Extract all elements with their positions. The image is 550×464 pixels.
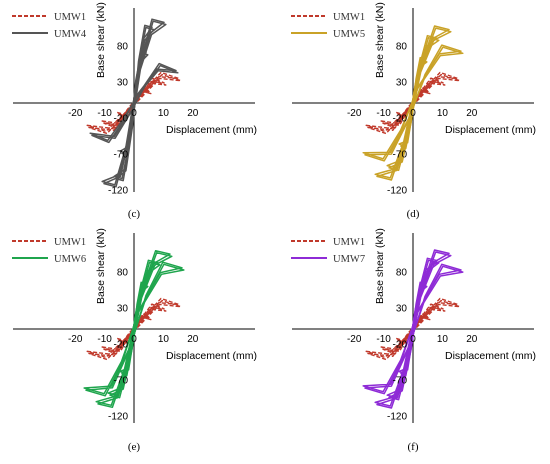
hysteresis-loop	[364, 263, 462, 395]
y-tick-label: -120	[108, 411, 128, 422]
x-tick-label: 0	[410, 108, 416, 119]
x-tick-label: -20	[347, 334, 362, 345]
y-axis-title: Base shear (kN)	[374, 228, 386, 304]
hysteresis-loop	[374, 251, 452, 407]
hysteresis-loop	[85, 261, 183, 397]
y-axis-title: Base shear (kN)	[95, 2, 107, 78]
hysteresis-loop	[365, 299, 461, 359]
y-tick-label: -70	[114, 149, 129, 160]
series-umw5	[362, 25, 464, 181]
y-axis-title: Base shear (kN)	[95, 228, 107, 304]
x-tick-label: 10	[158, 108, 170, 119]
legend-label: UMW6	[54, 254, 86, 265]
legend-label: UMW7	[333, 254, 365, 265]
panel-caption: (f)	[408, 441, 419, 453]
y-tick-label: 30	[396, 303, 408, 314]
x-tick-label: 20	[466, 108, 478, 119]
y-tick-label: 30	[396, 77, 408, 88]
hysteresis-loop	[374, 27, 452, 179]
hysteresis-loop	[362, 46, 464, 160]
x-tick-label: 10	[158, 334, 170, 345]
y-tick-label: -20	[114, 113, 129, 124]
legend-label: UMW5	[333, 29, 365, 40]
x-axis-title: Displacement (mm)	[445, 350, 536, 362]
x-tick-label: 20	[187, 334, 199, 345]
y-tick-label: -20	[114, 339, 129, 350]
series-umw1	[365, 297, 461, 361]
y-tick-label: -120	[387, 411, 407, 422]
legend-label: UMW1	[333, 12, 365, 23]
x-tick-label: 20	[466, 334, 478, 345]
series-umw6	[83, 249, 185, 409]
x-tick-label: -10	[97, 108, 112, 119]
x-tick-label: -10	[376, 334, 391, 345]
y-tick-label: 80	[117, 41, 129, 52]
hysteresis-loop	[86, 73, 182, 133]
panel-caption: (e)	[128, 441, 141, 453]
x-tick-label: 0	[131, 108, 137, 119]
y-tick-label: 80	[396, 267, 408, 278]
legend-label: UMW1	[54, 12, 86, 23]
y-tick-label: 30	[117, 77, 129, 88]
hysteresis-loop	[101, 20, 167, 186]
x-tick-label: -20	[347, 108, 362, 119]
hysteresis-loop	[365, 73, 461, 133]
series-umw4	[89, 18, 179, 188]
hysteresis-loop	[83, 263, 185, 395]
series-umw1	[365, 71, 461, 135]
x-tick-label: -20	[68, 108, 83, 119]
y-tick-label: -20	[393, 113, 408, 124]
x-axis-title: Displacement (mm)	[445, 124, 536, 136]
x-tick-label: -20	[68, 334, 83, 345]
y-tick-label: -20	[393, 339, 408, 350]
hysteresis-loop	[86, 299, 182, 359]
series-umw1	[86, 297, 182, 361]
x-axis-title: Displacement (mm)	[166, 350, 257, 362]
x-tick-label: 20	[187, 108, 199, 119]
x-tick-label: 0	[131, 334, 137, 345]
y-tick-label: 80	[117, 267, 129, 278]
y-tick-label: -70	[393, 375, 408, 386]
hysteresis-loop	[91, 62, 177, 144]
panel-caption: (d)	[407, 208, 420, 220]
hysteresis-loop	[362, 265, 464, 393]
panel-caption: (c)	[128, 208, 141, 220]
legend-label: UMW1	[54, 237, 86, 248]
hysteresis-loop	[95, 251, 173, 407]
y-axis-title: Base shear (kN)	[374, 2, 386, 78]
y-tick-label: -70	[393, 149, 408, 160]
y-tick-label: -70	[114, 375, 129, 386]
series-umw7	[362, 249, 464, 409]
y-tick-label: -120	[387, 185, 407, 196]
x-tick-label: 0	[410, 334, 416, 345]
hysteresis-loop	[364, 44, 462, 162]
x-tick-label: -10	[97, 334, 112, 345]
legend-label: UMW4	[54, 29, 87, 40]
y-tick-label: 30	[117, 303, 129, 314]
y-tick-label: 80	[396, 41, 408, 52]
x-tick-label: 10	[437, 334, 449, 345]
y-tick-label: -120	[108, 185, 128, 196]
x-tick-label: -10	[376, 108, 391, 119]
legend-label: UMW1	[333, 237, 365, 248]
x-tick-label: 10	[437, 108, 449, 119]
x-axis-title: Displacement (mm)	[166, 124, 257, 136]
hysteresis-loop	[89, 64, 179, 142]
